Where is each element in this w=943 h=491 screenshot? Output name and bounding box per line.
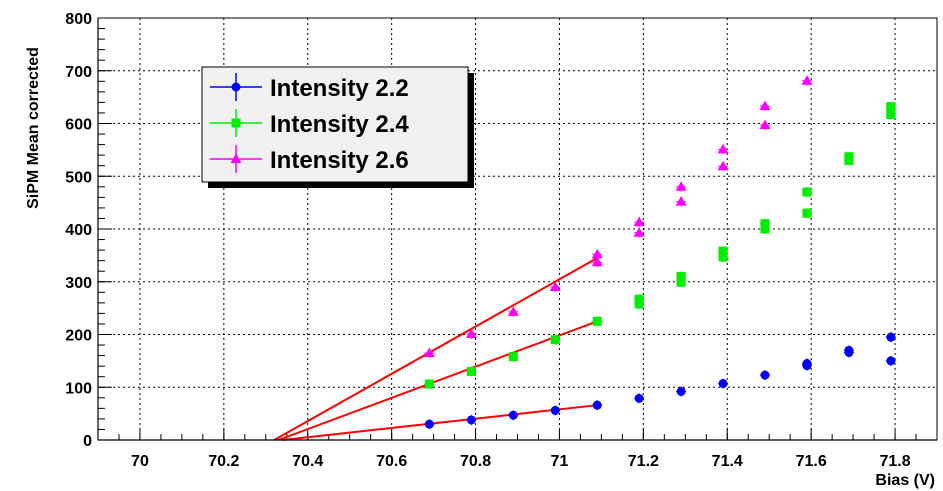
data-point bbox=[759, 119, 771, 130]
legend-items: Intensity 2.2 Intensity 2.4 Intensity 2.6 bbox=[210, 73, 409, 174]
data-point bbox=[802, 359, 812, 369]
data-point bbox=[844, 345, 854, 355]
data-point bbox=[591, 256, 603, 267]
x-axis-title: Bias (V) bbox=[875, 472, 935, 489]
legend-marker bbox=[231, 118, 241, 128]
y-tick-label: 400 bbox=[65, 222, 92, 239]
data-point bbox=[550, 405, 560, 415]
y-tick-label: 800 bbox=[65, 11, 92, 28]
x-tick-label: 70.2 bbox=[208, 453, 239, 470]
data-point bbox=[717, 143, 729, 154]
x-tick-label: 71.4 bbox=[712, 453, 743, 470]
data-point bbox=[717, 160, 729, 171]
data-point bbox=[718, 252, 728, 262]
data-point bbox=[633, 227, 645, 237]
y-axis-title: SiPM Mean corrected bbox=[25, 47, 42, 209]
data-point bbox=[675, 196, 687, 206]
data-point bbox=[634, 393, 644, 403]
data-point bbox=[801, 75, 813, 85]
data-point bbox=[676, 386, 686, 396]
y-tick-label: 700 bbox=[65, 64, 92, 81]
data-point bbox=[592, 316, 602, 326]
legend-label: Intensity 2.4 bbox=[270, 111, 409, 138]
x-tick-label: 70.8 bbox=[460, 453, 491, 470]
data-point bbox=[802, 208, 812, 218]
x-tick-label: 71 bbox=[551, 453, 569, 470]
fit-lines bbox=[273, 257, 598, 441]
y-tick-label: 500 bbox=[65, 169, 92, 186]
data-point bbox=[718, 379, 728, 389]
data-point bbox=[423, 347, 435, 357]
data-point bbox=[886, 110, 896, 120]
x-tick-label: 71.2 bbox=[628, 453, 659, 470]
y-tick-label: 0 bbox=[83, 433, 92, 450]
data-point bbox=[676, 277, 686, 287]
data-point bbox=[760, 219, 770, 229]
data-point bbox=[424, 419, 434, 429]
x-tick-label: 70.4 bbox=[292, 453, 323, 470]
y-tick-label: 600 bbox=[65, 117, 92, 134]
data-point bbox=[549, 281, 561, 292]
fit-line bbox=[273, 257, 598, 441]
data-point bbox=[592, 400, 602, 410]
data-point bbox=[466, 366, 476, 376]
data-point bbox=[424, 379, 434, 389]
data-point bbox=[508, 410, 518, 420]
data-point bbox=[760, 370, 770, 380]
data-point bbox=[508, 352, 518, 362]
x-tick-label: 70.6 bbox=[376, 453, 407, 470]
y-tick-label: 100 bbox=[65, 380, 92, 397]
x-tick-label: 70 bbox=[131, 453, 149, 470]
legend-label: Intensity 2.6 bbox=[270, 147, 409, 174]
data-point bbox=[633, 216, 645, 227]
legend: Intensity 2.2 Intensity 2.4 Intensity 2.6 bbox=[201, 66, 474, 188]
data-point bbox=[886, 332, 896, 342]
data-point bbox=[760, 224, 770, 234]
x-tick-label: 71.6 bbox=[796, 453, 827, 470]
data-point bbox=[718, 246, 728, 256]
data-point bbox=[466, 415, 476, 425]
data-point bbox=[465, 328, 477, 338]
data-point bbox=[675, 181, 687, 191]
x-tick-label: 71.8 bbox=[879, 453, 910, 470]
y-tick-label: 200 bbox=[65, 328, 92, 345]
fit-line bbox=[282, 404, 598, 441]
data-point bbox=[550, 335, 560, 345]
data-point bbox=[634, 294, 644, 304]
fit-line bbox=[278, 320, 598, 441]
x-tick-labels: 70 70.2 70.4 70.6 70.8 71 71.2 71.4 71.6 71.8 bbox=[131, 453, 911, 470]
data-point bbox=[886, 356, 896, 366]
data-points bbox=[423, 75, 896, 430]
data-point bbox=[507, 306, 519, 316]
legend-label: Intensity 2.2 bbox=[270, 75, 409, 102]
y-tick-label: 300 bbox=[65, 275, 92, 292]
data-point bbox=[886, 102, 896, 112]
data-point bbox=[844, 152, 854, 162]
data-point bbox=[591, 248, 603, 259]
data-point bbox=[676, 271, 686, 281]
data-point bbox=[802, 187, 812, 197]
y-tick-labels: 0 100 200 300 400 500 600 700 800 bbox=[65, 11, 92, 450]
legend-marker bbox=[230, 153, 242, 163]
legend-marker bbox=[231, 82, 241, 92]
data-point bbox=[759, 100, 771, 111]
legend-box bbox=[201, 66, 469, 183]
